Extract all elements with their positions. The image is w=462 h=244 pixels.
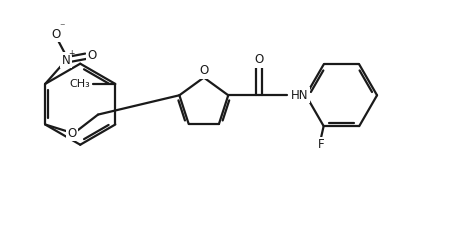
Text: +: + xyxy=(69,49,75,58)
Text: CH₃: CH₃ xyxy=(70,79,91,89)
Text: F: F xyxy=(318,138,324,151)
Text: O: O xyxy=(51,28,61,41)
Text: HN: HN xyxy=(291,89,309,102)
Text: ⁻: ⁻ xyxy=(60,22,65,32)
Text: O: O xyxy=(199,64,208,77)
Text: O: O xyxy=(254,53,263,66)
Text: O: O xyxy=(87,49,97,62)
Text: N: N xyxy=(61,54,70,67)
Text: O: O xyxy=(68,127,77,140)
